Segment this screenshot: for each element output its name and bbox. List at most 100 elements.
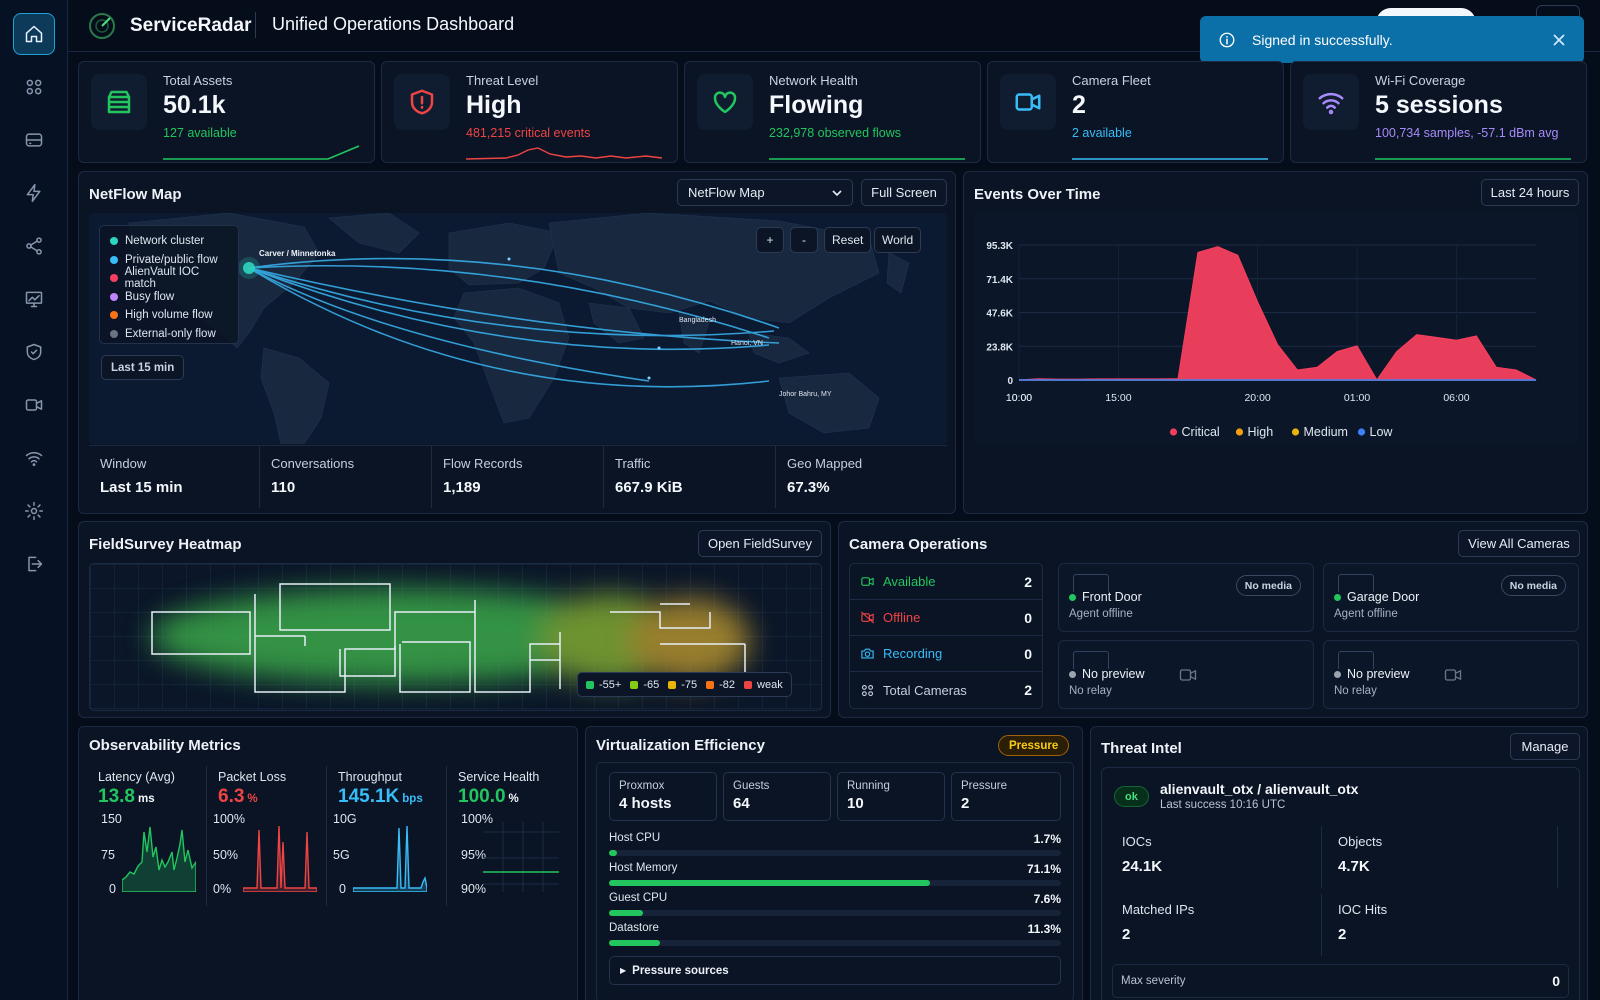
world-button[interactable]: World bbox=[874, 227, 922, 253]
row-count: 0 bbox=[1024, 609, 1032, 626]
logo-icon bbox=[89, 13, 115, 39]
camera-row-total[interactable]: Total Cameras 2 bbox=[850, 672, 1042, 708]
camera-status: Agent offline bbox=[1334, 608, 1398, 620]
camera-row-available[interactable]: Available 2 bbox=[850, 564, 1042, 600]
camera-panel: Camera Operations View All Cameras Avail… bbox=[838, 521, 1588, 718]
share-icon bbox=[26, 237, 42, 255]
vm-stat-pressure: Pressure 2 bbox=[951, 772, 1061, 821]
metric-service-health[interactable]: Service Health 100.0% 100% 95% 90% bbox=[449, 762, 566, 912]
vm-stat-value: 4 hosts bbox=[619, 795, 672, 812]
open-fieldsurvey-button[interactable]: Open FieldSurvey bbox=[698, 530, 822, 557]
thumbnail-placeholder bbox=[1338, 651, 1374, 669]
nav-topology[interactable] bbox=[13, 225, 55, 267]
metric-divider bbox=[206, 766, 207, 906]
chart-monitor-icon bbox=[25, 291, 43, 308]
legend-label: Critical bbox=[1182, 425, 1220, 439]
legend-swatch bbox=[668, 680, 677, 689]
vm-stat-label: Pressure bbox=[961, 780, 1008, 792]
axis-label: 0 bbox=[109, 882, 116, 896]
zoom-out-button[interactable]: - bbox=[790, 227, 818, 253]
nav-security[interactable] bbox=[13, 331, 55, 373]
camera-tile[interactable]: Garage Door Agent offline No media bbox=[1323, 563, 1579, 632]
zoom-in-button[interactable]: + bbox=[756, 227, 784, 253]
metric-label: Packet Loss bbox=[218, 770, 287, 784]
legend-label: -82 bbox=[719, 678, 736, 691]
stat-conversations: Conversations 110 bbox=[260, 446, 432, 508]
pressure-sources-toggle[interactable]: ▶ Pressure sources bbox=[609, 956, 1061, 985]
max-severity-value: 0 bbox=[1552, 973, 1560, 989]
row-label: Offline bbox=[883, 610, 921, 625]
legend-label: Low bbox=[1370, 425, 1394, 439]
legend-item: AlienVault IOC match bbox=[110, 266, 228, 291]
axis-label: 95% bbox=[461, 848, 487, 862]
nav-cameras[interactable] bbox=[13, 384, 55, 426]
reset-button[interactable]: Reset bbox=[824, 227, 872, 253]
y-tick-label: 47.6K bbox=[986, 309, 1013, 320]
kpi-icon-wrap bbox=[697, 74, 753, 130]
map-select[interactable]: NetFlow Map bbox=[677, 179, 853, 206]
metric-value-wrap: 13.8 ms bbox=[98, 786, 155, 808]
kpi-value: Flowing bbox=[769, 91, 864, 119]
nav-analytics[interactable] bbox=[13, 278, 55, 320]
legend-label: High bbox=[1248, 425, 1274, 439]
kpi-network-health[interactable]: Network Health Flowing 232,978 observed … bbox=[684, 61, 981, 163]
bar-fill bbox=[609, 940, 661, 946]
close-icon[interactable] bbox=[1552, 33, 1566, 47]
kpi-camera-fleet[interactable]: Camera Fleet 2 2 available bbox=[987, 61, 1284, 163]
legend-dot bbox=[110, 237, 118, 246]
map-select-value: NetFlow Map bbox=[688, 185, 765, 200]
kpi-icon-wrap bbox=[394, 74, 450, 130]
nav-logout[interactable] bbox=[13, 543, 55, 585]
events-chart: 0 23.8K 47.6K 71.4K 95.3K 10:00 15:00 20:00 01:0… bbox=[986, 241, 1537, 439]
camera-row-recording[interactable]: Recording 0 bbox=[850, 636, 1042, 672]
legend-label: AlienVault IOC match bbox=[124, 266, 200, 291]
axis-label: 75 bbox=[101, 848, 115, 862]
legend-label: -75 bbox=[681, 678, 698, 691]
kpi-total-assets[interactable]: Total Assets 50.1k 127 available bbox=[78, 61, 375, 163]
nav-devices[interactable] bbox=[13, 119, 55, 161]
nav-wifi[interactable] bbox=[13, 437, 55, 479]
panel-title: Events Over Time bbox=[974, 186, 1101, 203]
title-divider bbox=[255, 12, 256, 38]
metric-packet-loss[interactable]: Packet Loss 6.3% 100% 50% 0% bbox=[209, 762, 326, 912]
nav-apps[interactable] bbox=[13, 66, 55, 108]
fullscreen-button[interactable]: Full Screen bbox=[861, 179, 947, 206]
max-severity-label: Max severity bbox=[1121, 975, 1186, 987]
metric-latency[interactable]: Latency (Avg) 13.8 ms 150 75 0 bbox=[89, 762, 206, 912]
panel-title: Virtualization Efficiency bbox=[596, 737, 765, 754]
metric-unit: % bbox=[247, 793, 258, 805]
metric-throughput[interactable]: Throughput 145.1K bps 10G 5G 0 bbox=[329, 762, 446, 912]
view-all-cameras-button[interactable]: View All Cameras bbox=[1458, 530, 1580, 557]
camera-tile[interactable]: Front Door Agent offline No media bbox=[1058, 563, 1314, 632]
metric-divider bbox=[446, 766, 447, 906]
status-dot bbox=[1069, 593, 1076, 601]
heatmap-canvas[interactable]: -55+ -65 -75 -82 weak bbox=[89, 563, 822, 711]
camera-name: Garage Door bbox=[1347, 590, 1420, 604]
metric-unit: ms bbox=[137, 793, 155, 805]
camera-row-offline[interactable]: Offline 0 bbox=[850, 600, 1042, 636]
kpi-label: Total Assets bbox=[163, 73, 233, 88]
camera-tile[interactable]: No preview No relay bbox=[1058, 640, 1314, 709]
cluster-marker[interactable] bbox=[243, 262, 255, 274]
legend-item: Network cluster bbox=[110, 232, 228, 251]
metric-label: Latency (Avg) bbox=[98, 770, 175, 784]
nav-events[interactable] bbox=[13, 172, 55, 214]
nav-settings[interactable] bbox=[13, 490, 55, 532]
nav-home[interactable] bbox=[13, 13, 55, 55]
axis-label: 50% bbox=[213, 848, 239, 862]
legend-swatch bbox=[586, 680, 594, 689]
metric-value: 145.1K bbox=[338, 786, 400, 807]
camera-tile[interactable]: No preview No relay bbox=[1323, 640, 1579, 709]
toast-message: Signed in successfully. bbox=[1252, 31, 1393, 48]
kpi-sparkline bbox=[163, 145, 359, 160]
metric-unit: bps bbox=[402, 793, 423, 805]
kpi-label: Threat Level bbox=[466, 73, 539, 88]
manage-button[interactable]: Manage bbox=[1510, 733, 1580, 760]
legend-label: -65 bbox=[643, 678, 660, 691]
kpi-wifi-coverage[interactable]: Wi-Fi Coverage 5 sessions 100,734 sample… bbox=[1290, 61, 1587, 163]
range-button[interactable]: Last 24 hours bbox=[1481, 179, 1579, 206]
series-area-critical bbox=[1018, 246, 1537, 382]
netflow-map[interactable]: Carver / Minnetonka Bangladesh Hanoi, VN… bbox=[89, 213, 947, 444]
threat-stat-label: Matched IPs bbox=[1122, 902, 1195, 917]
kpi-threat-level[interactable]: Threat Level High 481,215 critical event… bbox=[381, 61, 678, 163]
